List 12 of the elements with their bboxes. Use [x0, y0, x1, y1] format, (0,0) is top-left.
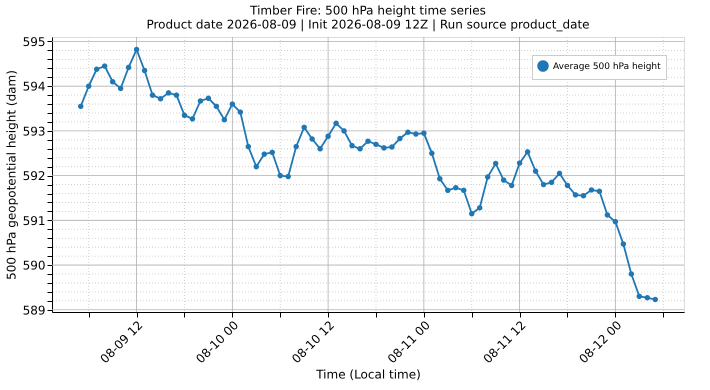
x-axis-title: Time (Local time) [315, 367, 421, 382]
y-tick-label: 590 [22, 258, 46, 273]
chart-subtitle: Product date 2026-08-09 | Init 2026-08-09 12Z | Run source product_date [146, 17, 590, 32]
chart-title: Timber Fire: 500 hPa height time series [249, 3, 486, 18]
y-tick-label: 589 [22, 303, 46, 318]
y-tick-label: 595 [22, 34, 46, 49]
y-tick-label: 592 [22, 169, 46, 184]
y-tick-label: 594 [22, 80, 46, 94]
y-tick-label: 593 [22, 124, 46, 138]
legend-label: Average 500 hPa height [553, 62, 662, 72]
y-tick-label: 591 [22, 214, 46, 228]
y-axis-title: 500 hPa geopotential height (dam) [4, 70, 19, 280]
